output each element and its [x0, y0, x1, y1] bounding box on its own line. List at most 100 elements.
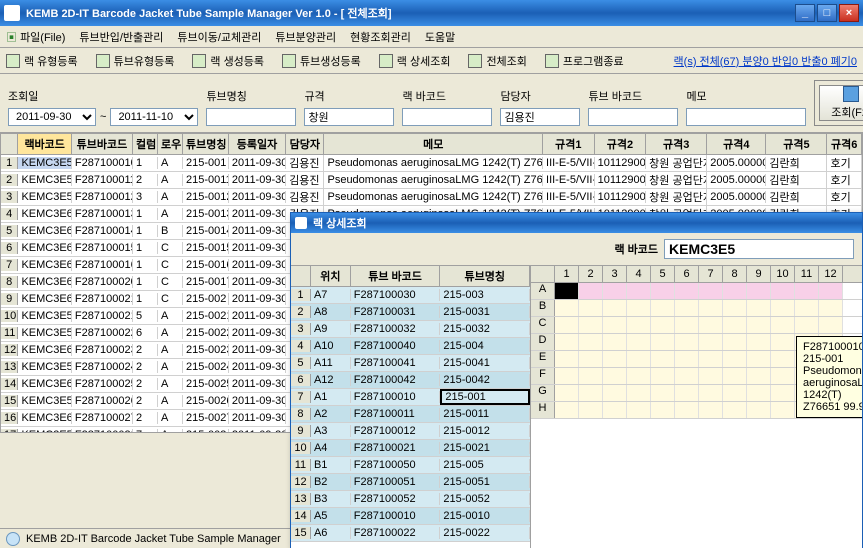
- menu-item[interactable]: 튜브이동/교체관리: [177, 29, 261, 45]
- grid-col-header[interactable]: 1: [555, 266, 579, 282]
- grid-col-header[interactable]: 2: [579, 266, 603, 282]
- grid-row[interactable]: C: [531, 317, 862, 334]
- grid-col-header[interactable]: 9: [747, 266, 771, 282]
- toolbar-icon: [6, 54, 20, 68]
- grid-col-header[interactable]: 5: [651, 266, 675, 282]
- status-links[interactable]: 랙(s) 전체(67) 분양0 반입0 반출0 폐기0: [674, 56, 857, 68]
- detail-table-row[interactable]: 10A4F287100021215-0021: [291, 440, 530, 457]
- menubar: 파일(File) 튜브반입/반출관리 튜브이동/교체관리 튜브분양관리 현황조회관리 도움…: [0, 26, 863, 48]
- toolbar-button[interactable]: 전체조회: [468, 53, 526, 69]
- menu-item[interactable]: 파일(File): [6, 29, 65, 45]
- action-button-box: 조회(F2) 엑셀변환 닫기(Esc): [814, 80, 863, 126]
- column-header[interactable]: 컬럼: [133, 134, 158, 154]
- detail-table-row[interactable]: 13B3F287100052215-0052: [291, 491, 530, 508]
- column-header[interactable]: 규격5: [766, 134, 827, 154]
- tubename-input[interactable]: [206, 108, 296, 126]
- maximize-button[interactable]: □: [817, 4, 837, 22]
- menu-item[interactable]: 도움말: [425, 29, 455, 45]
- detail-column-header[interactable]: 위치: [311, 266, 351, 286]
- grid-col-header[interactable]: 10: [771, 266, 795, 282]
- column-header[interactable]: 담당자: [286, 134, 324, 154]
- menu-item[interactable]: 현황조회관리: [350, 29, 411, 45]
- column-header[interactable]: 규격2: [595, 134, 647, 154]
- column-header[interactable]: 튜브바코드: [72, 134, 133, 154]
- date-to-select[interactable]: 2011-11-10: [110, 108, 198, 126]
- menu-item[interactable]: 튜브반입/반출관리: [79, 29, 163, 45]
- toolbar-button[interactable]: 프로그램종료: [545, 53, 624, 69]
- detail-right-grid[interactable]: 123456789101112 ABCDEFGH F287100010215-0…: [531, 266, 862, 548]
- grid-col-header[interactable]: 11: [795, 266, 819, 282]
- detail-table-row[interactable]: 3A9F287100032215-0032: [291, 321, 530, 338]
- grid-col-header[interactable]: 8: [723, 266, 747, 282]
- column-header[interactable]: 규격6: [827, 134, 862, 154]
- detail-table-row[interactable]: 9A3F287100012215-0012: [291, 423, 530, 440]
- grid-row[interactable]: B: [531, 300, 862, 317]
- rack-barcode-input[interactable]: [402, 108, 492, 126]
- spec-input[interactable]: [304, 108, 394, 126]
- tube-barcode-input[interactable]: [588, 108, 678, 126]
- detail-table-row[interactable]: 12B2F287100051215-0051: [291, 474, 530, 491]
- detail-table-row[interactable]: 8A2F287100011215-0011: [291, 406, 530, 423]
- person-input[interactable]: [500, 108, 580, 126]
- grid-col-header[interactable]: 6: [675, 266, 699, 282]
- cell-tooltip: F287100010215-001Pseudomonas aeruginosaL…: [796, 336, 862, 418]
- toolbar: 랙 유형등록 튜브유형등록 랙 생성등록 튜브생성등록 랙 상세조회 전체조회 프로그램종료…: [0, 48, 863, 74]
- toolbar-button[interactable]: 랙 상세조회: [379, 53, 451, 69]
- grid-col-header[interactable]: 12: [819, 266, 843, 282]
- toolbar-icon: [192, 54, 206, 68]
- spec-label: 규격: [304, 88, 394, 104]
- table-row[interactable]: 3KEMC3E5F2871000123A215-00122011-09-30김용…: [1, 189, 862, 206]
- column-header[interactable]: 등록일자: [229, 134, 286, 154]
- column-header[interactable]: 랙바코드: [18, 134, 71, 154]
- statusbar: KEMB 2D-IT Barcode Jacket Tube Sample Ma…: [0, 528, 290, 548]
- tubename-label: 튜브명칭: [206, 88, 296, 104]
- grid-col-header[interactable]: [531, 266, 555, 282]
- rack-barcode-detail-input[interactable]: [664, 239, 854, 259]
- status-text: KEMB 2D-IT Barcode Jacket Tube Sample Ma…: [26, 533, 281, 545]
- detail-column-header[interactable]: 튜브 바코드: [351, 266, 441, 286]
- detail-table-row[interactable]: 2A8F287100031215-0031: [291, 304, 530, 321]
- detail-window: 랙 상세조회 랙 바코드 위치튜브 바코드튜브명칭 1A7F2871000302…: [290, 212, 863, 548]
- memo-input[interactable]: [686, 108, 806, 126]
- table-row[interactable]: 1KEMC3E5F2871000101A215-0012011-09-30김용진…: [1, 155, 862, 172]
- detail-column-header[interactable]: 튜브명칭: [440, 266, 530, 286]
- column-header[interactable]: 튜브명칭: [183, 134, 229, 154]
- date-label: 조회일: [8, 88, 198, 104]
- column-header[interactable]: 규격1: [543, 134, 595, 154]
- column-header[interactable]: 규격4: [707, 134, 766, 154]
- minimize-button[interactable]: _: [795, 4, 815, 22]
- toolbar-icon: [379, 54, 393, 68]
- detail-table-row[interactable]: 14A5F287100010215-0010: [291, 508, 530, 525]
- toolbar-button[interactable]: 튜브유형등록: [96, 53, 175, 69]
- column-header[interactable]: 규격3: [646, 134, 707, 154]
- toolbar-button[interactable]: 튜브생성등록: [282, 53, 361, 69]
- detail-table-row[interactable]: 7A1F287100010215-001: [291, 389, 530, 406]
- toolbar-button[interactable]: 랙 생성등록: [192, 53, 264, 69]
- column-header[interactable]: 메모: [324, 134, 543, 154]
- grid-col-header[interactable]: 7: [699, 266, 723, 282]
- search-button[interactable]: 조회(F2): [819, 85, 863, 121]
- menu-item[interactable]: 튜브분양관리: [275, 29, 336, 45]
- toolbar-button[interactable]: 랙 유형등록: [6, 53, 78, 69]
- rack-barcode-detail-label: 랙 바코드: [614, 241, 658, 257]
- person-label: 담당자: [500, 88, 580, 104]
- detail-table-row[interactable]: 6A12F287100042215-0042: [291, 372, 530, 389]
- detail-left-grid[interactable]: 위치튜브 바코드튜브명칭 1A7F287100030215-0032A8F287…: [291, 266, 531, 548]
- grid-col-header[interactable]: 3: [603, 266, 627, 282]
- table-row[interactable]: 2KEMC3E5F2871000112A215-00112011-09-30김용…: [1, 172, 862, 189]
- column-header[interactable]: 로우: [158, 134, 183, 154]
- main-titlebar: KEMB 2D-IT Barcode Jacket Tube Sample Ma…: [0, 0, 863, 26]
- detail-table-row[interactable]: 11B1F287100050215-005: [291, 457, 530, 474]
- detail-table-row[interactable]: 15A6F287100022215-0022: [291, 525, 530, 542]
- close-button[interactable]: ×: [839, 4, 859, 22]
- detail-table-row[interactable]: 1A7F287100030215-003: [291, 287, 530, 304]
- detail-column-header[interactable]: [291, 266, 311, 286]
- toolbar-icon: [96, 54, 110, 68]
- detail-table-row[interactable]: 5A11F287100041215-0041: [291, 355, 530, 372]
- memo-label: 메모: [686, 88, 806, 104]
- date-from-select[interactable]: 2011-09-30: [8, 108, 96, 126]
- detail-table-row[interactable]: 4A10F287100040215-004: [291, 338, 530, 355]
- grid-col-header[interactable]: 4: [627, 266, 651, 282]
- detail-window-title: 랙 상세조회: [313, 215, 858, 231]
- grid-row[interactable]: A: [531, 283, 862, 300]
